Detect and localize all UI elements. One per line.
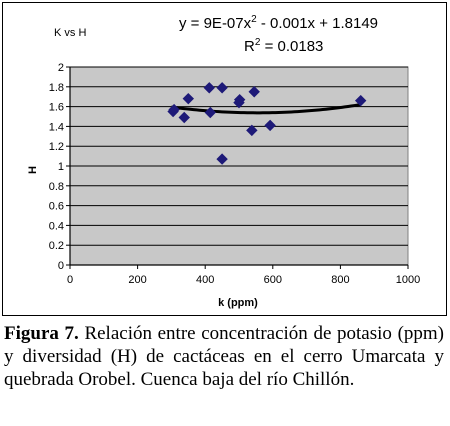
data-point — [204, 106, 216, 119]
y-tick-label: 1.2 — [49, 141, 64, 153]
data-point — [248, 86, 260, 98]
data-point — [246, 124, 258, 137]
y-tick-label: 0.6 — [49, 201, 64, 213]
tick-labels: 0 0.2 0.4 0.6 0.8 1 1.2 1.4 1.6 1.8 2 0 200 400 600 800… — [49, 62, 421, 286]
y-tick-label: 1.4 — [49, 121, 64, 133]
y-tick-label: 1.8 — [49, 82, 64, 94]
data-point — [182, 92, 195, 105]
y-tick-label: 0.2 — [49, 240, 64, 252]
data-point — [216, 153, 228, 165]
figure-caption: Figura 7. Relación entre concentración d… — [4, 322, 444, 391]
data-points — [167, 82, 367, 165]
x-tick-label: 800 — [331, 274, 349, 286]
data-point — [203, 82, 215, 94]
x-axis-label: k (ppm) — [218, 297, 258, 309]
y-tick-label: 0.4 — [49, 220, 64, 232]
data-point — [264, 119, 276, 132]
x-tick-label: 400 — [196, 274, 214, 286]
data-point — [233, 93, 246, 106]
data-point — [354, 94, 367, 107]
r-squared-label: R2 = 0.0183 — [244, 37, 323, 55]
scatter-chart: 0 0.2 0.4 0.6 0.8 1 1.2 1.4 1.6 1.8 2 0 200 400 600 800… — [27, 14, 421, 309]
y-tick-label: 1.6 — [49, 102, 64, 114]
x-tick-label: 600 — [264, 274, 282, 286]
data-point — [216, 82, 228, 94]
y-tick-label: 2 — [58, 62, 64, 74]
trendline — [171, 103, 361, 115]
data-point — [168, 103, 180, 116]
chart-title: K vs H — [54, 27, 86, 39]
y-axis-label: H — [27, 166, 39, 174]
trendline-equation: y = 9E-07x2 - 0.001x + 1.8149 — [179, 14, 378, 32]
data-point — [178, 111, 190, 124]
caption-label: Figura 7. — [4, 323, 79, 344]
y-tick-label: 0 — [58, 260, 64, 272]
caption-text: Relación entre concentración de potasio … — [4, 323, 444, 390]
x-tick-label: 1000 — [396, 274, 420, 286]
x-tick-label: 0 — [67, 274, 73, 286]
x-tick-label: 200 — [128, 274, 146, 286]
y-tick-label: 1 — [58, 161, 64, 173]
y-tick-label: 0.8 — [49, 181, 64, 193]
